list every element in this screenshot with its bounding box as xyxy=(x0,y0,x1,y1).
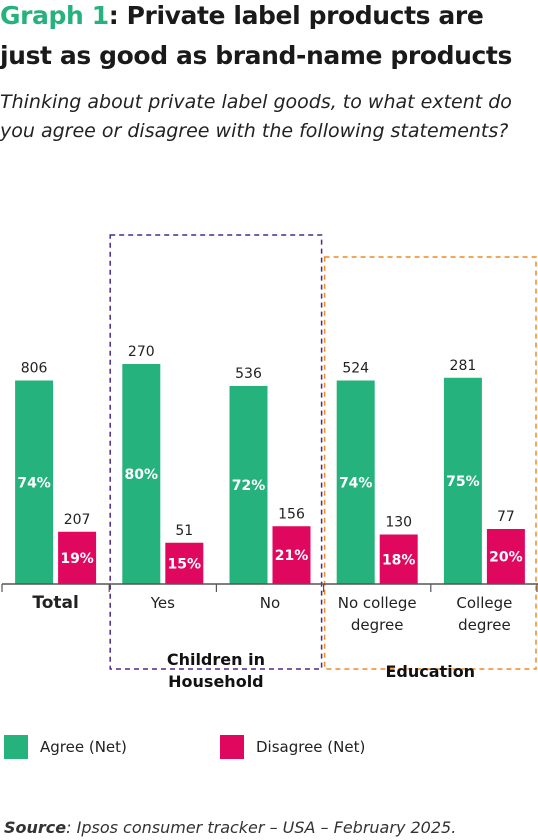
x-tick-label: College xyxy=(456,594,512,612)
bar-value-label: 72% xyxy=(232,478,266,494)
bar-value-label: 20% xyxy=(489,550,523,566)
x-tick-label: degree xyxy=(351,616,404,634)
disagree-bar xyxy=(379,534,418,584)
x-tick-label: No college xyxy=(338,594,417,612)
x-tick-label: Total xyxy=(32,593,78,613)
bar-value-label: 18% xyxy=(382,552,416,568)
x-tick-label: Yes xyxy=(150,594,175,612)
base-size-label: 156 xyxy=(278,506,305,522)
legend-disagree-label: Disagree (Net) xyxy=(256,738,366,756)
base-size-label: 130 xyxy=(385,515,412,531)
bar-value-label: 19% xyxy=(60,551,94,567)
bar-value-label: 74% xyxy=(339,475,373,491)
base-size-label: 281 xyxy=(450,358,477,374)
legend-disagree: Disagree (Net) xyxy=(220,734,365,760)
group-label: Children in xyxy=(167,650,265,669)
legend-agree: Agree (Net) xyxy=(4,734,127,760)
agree-bar xyxy=(443,377,482,584)
group-label: Household xyxy=(168,672,263,691)
base-size-label: 524 xyxy=(342,361,369,377)
bar-value-label: 80% xyxy=(125,467,159,483)
chart-subtitle: Thinking about private label goods, to w… xyxy=(0,91,512,142)
group-box-1 xyxy=(323,256,537,670)
agree-bar xyxy=(229,386,268,584)
disagree-bar xyxy=(272,526,311,584)
base-size-label: 270 xyxy=(128,344,155,360)
bar-value-label: 74% xyxy=(17,475,51,491)
bar-value-label: 15% xyxy=(168,556,202,572)
group-box-0 xyxy=(109,234,323,670)
title-accent: Graph 1 xyxy=(0,1,109,30)
disagree-bar xyxy=(165,542,204,584)
disagree-bar xyxy=(486,529,525,584)
agree-bar xyxy=(122,364,161,584)
x-tick-label: degree xyxy=(458,616,511,634)
disagree-bar xyxy=(58,531,97,584)
bar-value-label: 21% xyxy=(275,548,309,564)
base-size-label: 51 xyxy=(175,523,193,539)
title-text: : Private label products are just as goo… xyxy=(0,1,512,70)
base-size-label: 806 xyxy=(21,361,48,377)
group-label: Education xyxy=(386,662,476,681)
x-tick-label: No xyxy=(260,594,280,612)
agree-bar xyxy=(336,380,375,584)
source-note: Source: Ipsos consumer tracker – USA – F… xyxy=(4,818,456,837)
chart-title: Graph 1: Private label products are just… xyxy=(0,0,530,76)
bar-chart: Children in Household Education 74% 806 80% 27… xyxy=(1,234,538,691)
legend-agree-label: Agree (Net) xyxy=(40,738,127,756)
legend-disagree-swatch xyxy=(220,735,244,759)
agree-bar xyxy=(15,380,54,584)
source-text: : Ipsos consumer tracker – USA – Februar… xyxy=(66,818,457,837)
base-size-label: 536 xyxy=(235,366,262,382)
legend-agree-swatch xyxy=(4,735,28,759)
base-size-label: 77 xyxy=(497,509,515,525)
base-size-label: 207 xyxy=(64,512,91,528)
source-label: Source xyxy=(4,818,67,837)
bar-value-label: 75% xyxy=(446,474,480,490)
